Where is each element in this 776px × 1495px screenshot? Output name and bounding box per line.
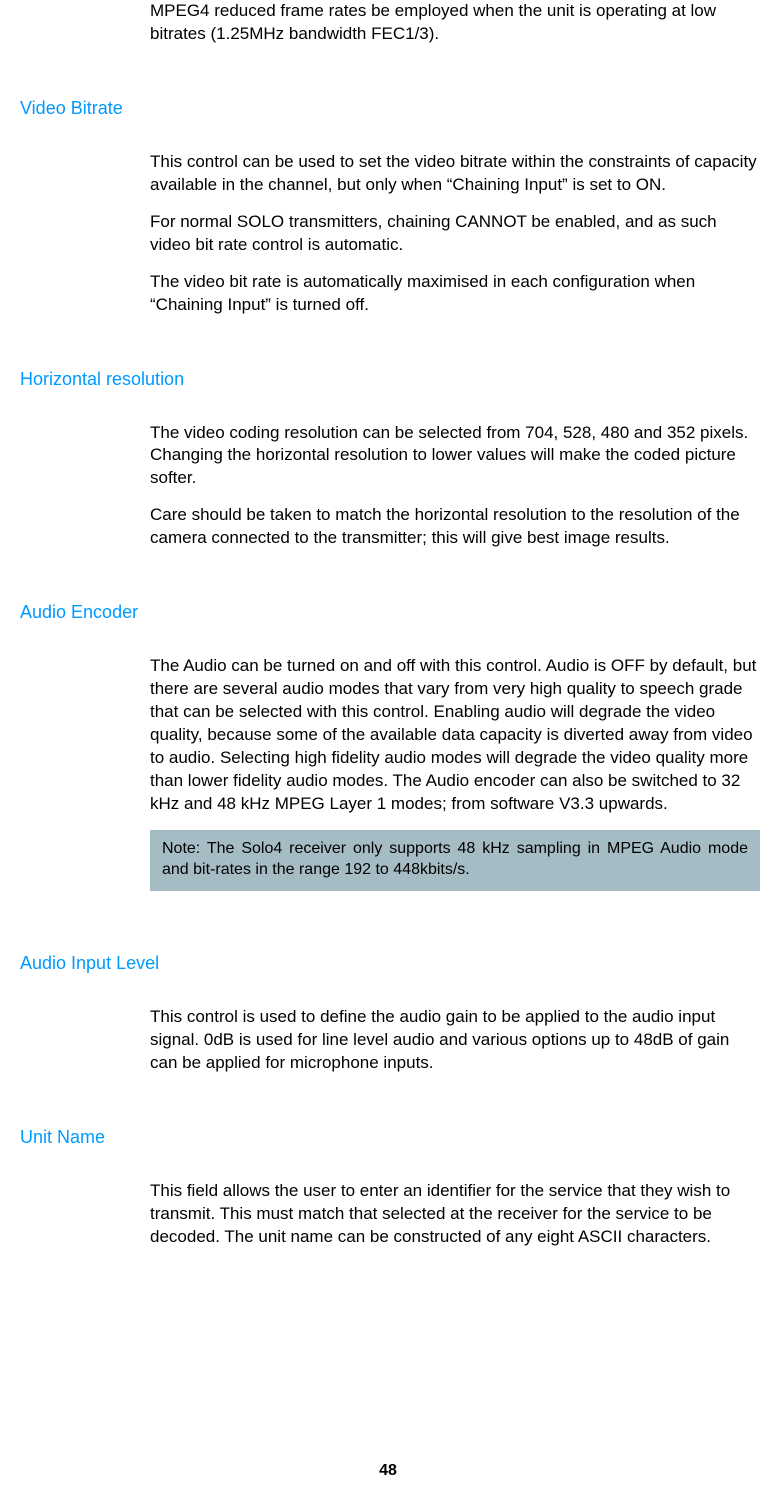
horizontal-resolution-para1: The video coding resolution can be selec… [150,422,760,491]
note-box: Note: The Solo4 receiver only supports 4… [150,830,760,891]
heading-video-bitrate: Video Bitrate [20,98,760,119]
unit-name-para1: This field allows the user to enter an i… [150,1180,760,1249]
video-bitrate-para2: For normal SOLO transmitters, chaining C… [150,211,760,257]
audio-input-level-para1: This control is used to define the audio… [150,1006,760,1075]
document-page: MPEG4 reduced frame rates be employed wh… [0,0,776,1495]
note-text: Note: The Solo4 receiver only supports 4… [162,838,748,881]
horizontal-resolution-para2: Care should be taken to match the horizo… [150,504,760,550]
heading-audio-input-level: Audio Input Level [20,953,760,974]
page-number: 48 [0,1462,776,1480]
heading-unit-name: Unit Name [20,1127,760,1148]
heading-audio-encoder: Audio Encoder [20,602,760,623]
audio-encoder-para1: The Audio can be turned on and off with … [150,655,760,816]
video-bitrate-para1: This control can be used to set the vide… [150,151,760,197]
heading-horizontal-resolution: Horizontal resolution [20,369,760,390]
intro-paragraph: MPEG4 reduced frame rates be employed wh… [150,0,760,46]
video-bitrate-para3: The video bit rate is automatically maxi… [150,271,760,317]
